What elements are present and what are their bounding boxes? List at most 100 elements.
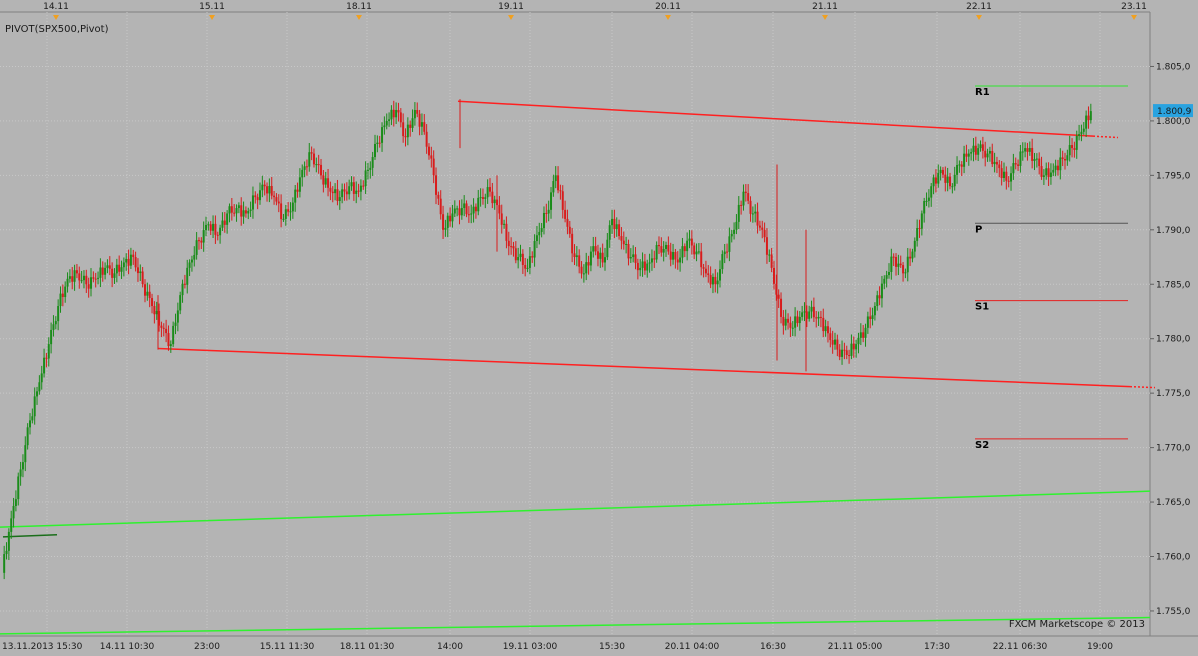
candle-body [291, 202, 294, 212]
candle-body [228, 206, 231, 214]
candle-body [308, 152, 311, 167]
candle-body [200, 240, 203, 243]
x-tick-label: 15:30 [599, 642, 625, 652]
candle-body [197, 240, 200, 242]
candle-body [946, 176, 949, 183]
candle-body [1061, 157, 1064, 160]
candle-body [369, 167, 372, 170]
candle-body [127, 258, 130, 266]
candle-body [17, 476, 20, 500]
y-tick-label: 1.805,0 [1156, 62, 1191, 72]
candle-body [162, 327, 165, 329]
candle-body [172, 325, 175, 345]
candle-body [430, 155, 433, 159]
candle-body [115, 264, 118, 274]
candle-body [14, 499, 17, 506]
candle-body [92, 277, 95, 279]
candle-body [167, 333, 170, 347]
candle-body [695, 251, 698, 255]
candle-body [348, 186, 351, 195]
candle-body [80, 280, 83, 282]
top-date-label: 18.11 [346, 2, 372, 12]
candle-body [761, 227, 764, 230]
candle-body [219, 227, 222, 236]
candle-body [244, 210, 247, 214]
candle-body [740, 204, 743, 206]
candle-body [1021, 151, 1024, 153]
candle-body [831, 340, 834, 345]
candle-body [634, 254, 637, 263]
candle-body [899, 263, 902, 266]
candle-body [521, 253, 524, 265]
session-marker-icon [508, 15, 514, 20]
candle-body [657, 244, 660, 247]
candle-body [179, 295, 182, 311]
candle-body [700, 251, 703, 268]
candle-body [1049, 172, 1052, 178]
candle-body [212, 223, 215, 231]
candle-body [373, 143, 376, 158]
candle-body [566, 218, 569, 227]
candle-body [932, 177, 935, 187]
candle-body [878, 295, 881, 299]
candle-body [404, 136, 407, 138]
candle-body [50, 329, 53, 345]
candle-body [1002, 171, 1005, 179]
candle-body [1045, 168, 1048, 176]
candle-body [1085, 115, 1088, 129]
candle-body [97, 277, 100, 279]
pivot-label-p: P [975, 224, 982, 235]
candle-body [869, 316, 872, 320]
candle-body [125, 258, 128, 263]
candle-body [237, 205, 240, 209]
candle-body [578, 255, 581, 267]
candle-body [190, 259, 193, 263]
candle-body [143, 284, 146, 296]
candle-body [791, 327, 794, 329]
candle-body [930, 186, 933, 198]
candle-body [545, 212, 548, 214]
candle-body [136, 267, 139, 274]
x-tick-label: 16:30 [760, 642, 786, 652]
candle-body [362, 185, 365, 187]
trendlines [0, 100, 1156, 635]
candle-body [1054, 165, 1057, 170]
candle-body [216, 234, 219, 236]
candle-body [254, 195, 257, 198]
session-marker-icon [665, 15, 671, 20]
candle-body [186, 267, 189, 285]
candle-body [395, 110, 398, 118]
candle-body [453, 208, 456, 214]
candle-body [392, 109, 395, 118]
candle-body [19, 469, 22, 477]
candle-body [33, 396, 36, 417]
candle-body [939, 169, 942, 174]
candle-body [1089, 111, 1092, 121]
candle-body [1059, 157, 1062, 171]
trendline-extension [1092, 135, 1119, 139]
candle-body [733, 229, 736, 234]
candle-body [277, 201, 280, 204]
candle-body [472, 206, 475, 214]
candle-body [1017, 164, 1020, 166]
candle-body [719, 269, 722, 281]
candle-body [714, 276, 717, 285]
candle-body [266, 186, 269, 194]
candle-body [535, 235, 538, 242]
candle-body [43, 357, 46, 374]
candle-body [1080, 131, 1083, 135]
candle-body [519, 253, 522, 258]
candle-body [594, 246, 597, 252]
candle-body [355, 190, 358, 194]
candle-body [571, 233, 574, 254]
pivot-label-s2: S2 [975, 440, 989, 451]
candle-body [538, 231, 541, 236]
candle-body [1073, 148, 1076, 150]
candle-body [1056, 165, 1059, 171]
candle-body [376, 142, 379, 144]
session-marker-icon [53, 15, 59, 20]
candle-body [780, 298, 783, 317]
candle-body [47, 344, 50, 359]
